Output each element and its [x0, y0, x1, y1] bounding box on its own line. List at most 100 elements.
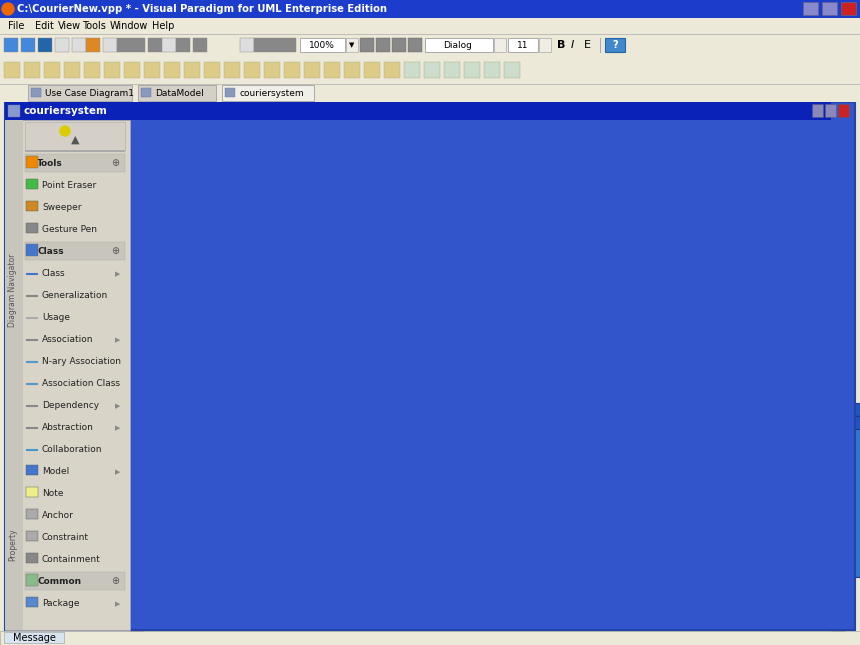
Bar [322, 330, 336, 342]
Text: CustomerController: CustomerController [304, 257, 404, 266]
Bar [831, 120, 844, 618]
Bar [364, 62, 380, 78]
Text: ▼: ▼ [349, 42, 354, 48]
Bar [162, 38, 176, 52]
Text: phone : S: phone : S [799, 456, 832, 462]
Bar [444, 62, 460, 78]
Bar [0, 58, 860, 84]
Text: ▶: ▶ [115, 425, 120, 431]
Bar [590, 447, 755, 461]
Bar [408, 38, 422, 52]
Bar [117, 38, 131, 52]
Bar [324, 62, 340, 78]
Circle shape [244, 310, 252, 318]
Text: stateProv: stateProv [799, 516, 832, 522]
Circle shape [222, 555, 230, 563]
Text: Note: Note [42, 490, 64, 499]
Bar [785, 403, 860, 416]
Bar [176, 38, 190, 52]
Circle shape [789, 564, 796, 570]
Bar [464, 62, 480, 78]
Bar [184, 62, 200, 78]
Bar [284, 62, 300, 78]
Bar [103, 38, 117, 52]
Text: checkTrackingInfo(shipmentID : String) : TrackingInfo[]: checkTrackingInfo(shipmentID : String) :… [234, 555, 434, 562]
Bar [710, 257, 840, 273]
Circle shape [789, 541, 794, 545]
Circle shape [716, 279, 721, 284]
Text: E: E [584, 40, 591, 50]
Text: ⊗: ⊗ [512, 455, 522, 468]
Circle shape [789, 479, 796, 486]
Circle shape [595, 504, 600, 510]
Text: ▶: ▶ [115, 469, 120, 475]
Text: Anchor: Anchor [42, 511, 74, 521]
Bar [0, 18, 860, 34]
Bar [138, 85, 216, 101]
Bar [5, 120, 130, 630]
Text: removeCustomerAccount(): removeCustomerAccount() [256, 284, 354, 292]
Bar [283, 341, 289, 347]
Circle shape [789, 539, 796, 546]
Circle shape [789, 469, 794, 473]
Text: createCustomerAccount(): createCustomerAccount() [256, 272, 350, 278]
Text: createShipment(customer : ORM_Customer, staff : ORM_Staff): createShipment(customer : ORM_Customer, … [223, 459, 452, 466]
Bar [304, 330, 318, 342]
Bar [26, 179, 38, 189]
Bar [26, 223, 38, 233]
Circle shape [245, 272, 250, 277]
Text: _staffController: _staffController [162, 356, 218, 363]
Text: getStaffById() : ORM_Staff: getStaffById() : ORM_Staff [302, 389, 399, 395]
Text: ✕: ✕ [543, 456, 551, 466]
Bar [222, 85, 314, 101]
Text: email : St: email : St [799, 444, 832, 450]
Bar [130, 618, 831, 631]
Text: createStaffAccount(): createStaffAccount() [302, 362, 378, 369]
Bar [26, 201, 38, 211]
Text: removeStaffAccount(): removeStaffAccount() [302, 376, 383, 382]
Text: checkShipment(id : String) : ORM_Shipment: checkShipment(id : String) : ORM_Shipmen… [223, 471, 384, 479]
Text: address :: address : [799, 480, 831, 486]
Text: couriersystem: couriersystem [24, 106, 108, 116]
Bar [374, 341, 380, 347]
Text: ?: ? [612, 40, 617, 50]
Bar [590, 475, 755, 544]
Circle shape [245, 299, 250, 304]
Circle shape [789, 553, 794, 557]
Text: Message: Message [13, 633, 55, 643]
Circle shape [595, 517, 600, 522]
Text: ▶: ▶ [115, 337, 120, 343]
Bar [560, 175, 755, 290]
Bar [64, 62, 80, 78]
Bar [508, 38, 538, 52]
Bar [5, 460, 23, 630]
Circle shape [789, 445, 794, 449]
Bar [376, 38, 390, 52]
Bar [838, 104, 849, 117]
Circle shape [789, 528, 796, 535]
Circle shape [290, 375, 298, 383]
Bar [207, 456, 517, 486]
Text: Use Case Diagram1: Use Case Diagram1 [45, 88, 134, 97]
Text: ✕: ✕ [543, 266, 551, 276]
Bar [26, 487, 38, 497]
Circle shape [789, 529, 794, 533]
Bar [0, 84, 860, 102]
Circle shape [245, 286, 250, 290]
Text: ShipmentController: ShipmentController [312, 444, 412, 453]
Text: 100%: 100% [309, 41, 335, 50]
Circle shape [789, 433, 794, 437]
Bar [841, 2, 856, 15]
Bar [0, 631, 860, 645]
Bar [124, 62, 140, 78]
Text: Containment: Containment [42, 555, 101, 564]
Bar [25, 572, 125, 590]
Text: DataModel: DataModel [155, 88, 204, 97]
Text: ▶: ▶ [115, 403, 120, 409]
Bar [72, 38, 86, 52]
Circle shape [224, 557, 229, 562]
Bar [360, 38, 374, 52]
Text: Tools: Tools [82, 21, 106, 31]
Text: Class: Class [42, 270, 65, 279]
Bar [5, 102, 855, 630]
